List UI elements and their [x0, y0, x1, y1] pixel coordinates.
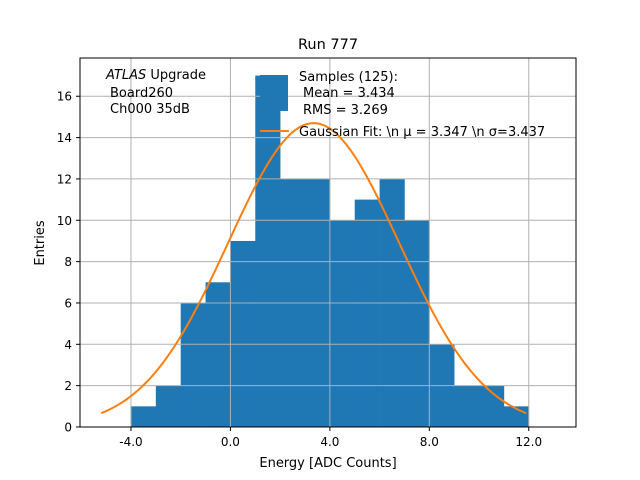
legend-fit-label: Gaussian Fit: \n μ = 3.347 \n σ=3.437 [299, 125, 545, 140]
chart-title: Run 777 [298, 37, 358, 53]
x-tick-label: 0.0 [221, 435, 240, 449]
histogram-bar [205, 282, 231, 427]
histogram-bar [329, 220, 356, 427]
histogram-bar [404, 220, 430, 427]
y-tick-label: 16 [57, 90, 72, 104]
legend-mean-label: Mean = 3.434 [303, 86, 395, 101]
legend-rms-label: RMS = 3.269 [303, 103, 388, 118]
atlas-annotation: ATLAS Upgrade Board260 Ch000 35dB [105, 68, 206, 117]
histogram-bar [180, 302, 206, 427]
upgrade-label: Upgrade [146, 68, 206, 83]
histogram-bar [255, 75, 281, 428]
histogram-bar [130, 406, 157, 427]
y-axis-label: Entries [33, 220, 48, 266]
x-tick-label: 4.0 [320, 435, 339, 449]
y-tick-label: 2 [64, 379, 72, 393]
gaussian-fit-line [100, 122, 527, 415]
y-tick-label: 10 [57, 214, 72, 228]
y-tick-label: 6 [64, 296, 72, 310]
y-tick-label: 0 [64, 421, 72, 435]
svg-text:ATLAS Upgrade: ATLAS Upgrade [105, 68, 206, 83]
y-axis-ticks: 0 2 4 6 8 10 12 14 16 [57, 90, 80, 435]
y-tick-label: 4 [64, 338, 72, 352]
histogram-bar [454, 385, 480, 427]
x-axis-ticks: -4.0 0.0 4.0 8.0 12.0 [119, 427, 542, 449]
y-tick-label: 12 [57, 172, 72, 186]
channel-label: Ch000 35dB [110, 102, 190, 117]
histogram-bar [230, 240, 256, 427]
legend: Samples (125): Mean = 3.434 RMS = 3.269 … [260, 70, 545, 140]
x-tick-label: 8.0 [420, 435, 439, 449]
x-tick-label: -4.0 [119, 435, 142, 449]
legend-samples-patch [260, 75, 288, 111]
plot-frame [79, 57, 577, 428]
histogram-bar [354, 199, 380, 427]
legend-samples-label: Samples (125): [299, 70, 398, 85]
histogram-bar [155, 385, 181, 427]
x-tick-label: 12.0 [515, 435, 542, 449]
board-label: Board260 [110, 86, 173, 101]
atlas-label: ATLAS [105, 68, 146, 83]
y-tick-label: 8 [64, 255, 72, 269]
y-tick-label: 14 [57, 131, 72, 145]
x-axis-label: Energy [ADC Counts] [259, 456, 396, 471]
